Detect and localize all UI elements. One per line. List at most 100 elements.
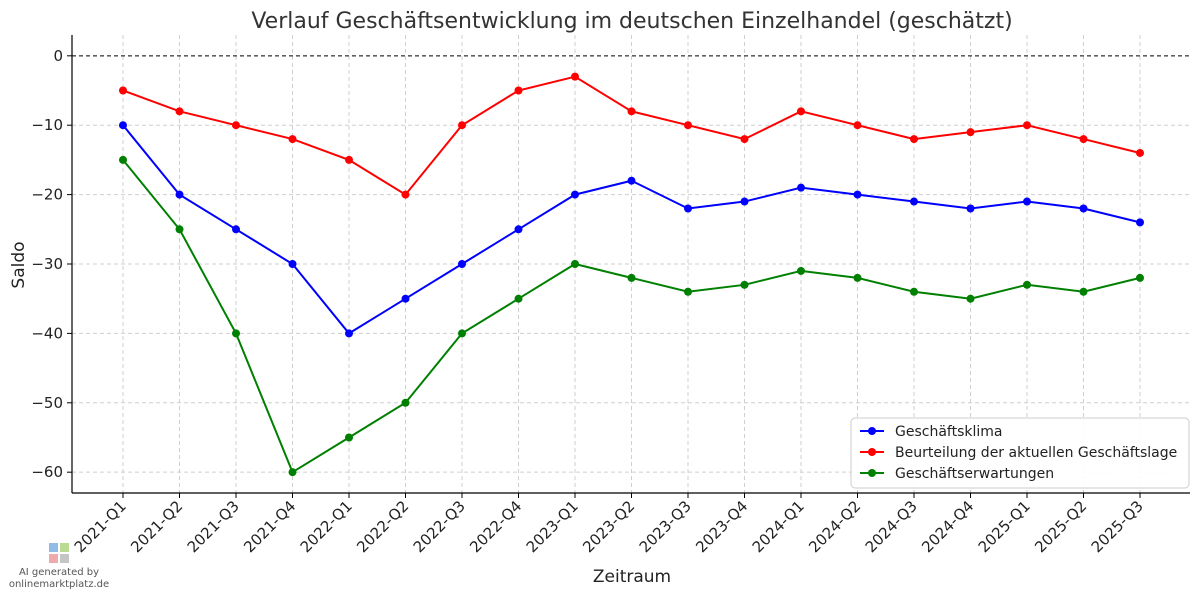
data-point bbox=[627, 107, 636, 116]
legend-label: Geschäftserwartungen bbox=[895, 466, 1054, 482]
data-point bbox=[401, 398, 410, 407]
data-point bbox=[345, 155, 353, 164]
grid-layer bbox=[72, 35, 1190, 493]
data-point bbox=[684, 204, 692, 213]
data-point bbox=[797, 266, 805, 275]
data-point bbox=[571, 72, 579, 81]
x-tick-label: 2024-Q1 bbox=[749, 497, 808, 556]
data-point bbox=[288, 260, 297, 268]
data-point bbox=[797, 107, 805, 116]
x-tick-label: 2023-Q2 bbox=[579, 497, 638, 556]
legend-marker bbox=[868, 469, 876, 477]
x-tick-label: 2022-Q4 bbox=[466, 497, 525, 556]
data-point bbox=[627, 273, 636, 282]
x-tick-label: 2021-Q4 bbox=[240, 497, 299, 556]
data-point bbox=[119, 86, 127, 95]
data-point bbox=[175, 225, 184, 234]
data-point bbox=[514, 86, 523, 95]
x-tick-label: 2023-Q3 bbox=[636, 497, 695, 556]
data-point bbox=[458, 260, 466, 268]
x-tick-label: 2023-Q4 bbox=[692, 497, 751, 556]
x-tick-label: 2025-Q1 bbox=[975, 497, 1034, 556]
data-point bbox=[740, 197, 749, 206]
legend-marker bbox=[868, 448, 876, 456]
x-axis-label: Zeitraum bbox=[593, 567, 671, 587]
data-point bbox=[853, 121, 862, 130]
data-point bbox=[119, 155, 127, 164]
data-point bbox=[910, 135, 918, 144]
data-point bbox=[514, 294, 523, 303]
x-tick-label: 2024-Q2 bbox=[805, 497, 864, 556]
legend-label: Beurteilung der aktuellen Geschäftslage bbox=[895, 445, 1177, 461]
data-point bbox=[1079, 135, 1088, 144]
x-tick-label: 2024-Q4 bbox=[918, 497, 977, 556]
data-point bbox=[458, 121, 466, 130]
x-tick-label: 2023-Q1 bbox=[523, 497, 582, 556]
data-point bbox=[232, 329, 240, 338]
data-point bbox=[571, 260, 579, 268]
data-point bbox=[1079, 287, 1088, 296]
data-point bbox=[966, 128, 975, 137]
x-tick-label: 2024-Q3 bbox=[862, 497, 921, 556]
y-tick-label: 0 bbox=[53, 47, 63, 65]
data-point bbox=[571, 190, 579, 199]
x-tick-label: 2022-Q2 bbox=[353, 497, 412, 556]
watermark-line-1: AI generated by bbox=[18, 567, 100, 578]
x-tick-label: 2021-Q3 bbox=[184, 497, 243, 556]
data-point bbox=[910, 197, 918, 206]
data-point bbox=[1023, 280, 1031, 289]
data-point bbox=[853, 190, 862, 199]
data-point bbox=[1136, 148, 1144, 157]
data-point bbox=[797, 183, 805, 192]
legend-label: Geschäftsklima bbox=[895, 424, 1002, 440]
x-tick-label: 2021-Q2 bbox=[127, 497, 186, 556]
data-point bbox=[910, 287, 918, 296]
data-point bbox=[345, 329, 353, 338]
x-tick-label: 2025-Q3 bbox=[1088, 497, 1147, 556]
legend: Geschäftsklima Beurteilung der aktuellen … bbox=[850, 417, 1190, 489]
data-point bbox=[232, 121, 240, 130]
legend-box bbox=[850, 417, 1190, 489]
data-point bbox=[1136, 218, 1144, 227]
data-point bbox=[288, 135, 297, 144]
data-point bbox=[966, 294, 975, 303]
watermark-line-2: onlinemarktplatz.de bbox=[8, 579, 110, 590]
data-point bbox=[175, 107, 184, 116]
data-point bbox=[1023, 121, 1031, 130]
x-tick-label: 2022-Q1 bbox=[297, 497, 356, 556]
data-point bbox=[175, 190, 184, 199]
y-tick-label: −10 bbox=[31, 116, 63, 134]
legend-marker bbox=[868, 427, 876, 435]
data-point bbox=[740, 135, 749, 144]
x-tick-label: 2025-Q2 bbox=[1031, 497, 1090, 556]
data-point bbox=[853, 273, 862, 282]
data-point bbox=[514, 225, 523, 234]
data-point bbox=[345, 433, 353, 442]
data-point bbox=[401, 294, 410, 303]
watermark-logo-icon bbox=[49, 543, 69, 563]
data-point bbox=[119, 121, 127, 130]
data-point bbox=[288, 468, 297, 477]
data-point bbox=[627, 176, 636, 185]
data-point bbox=[966, 204, 975, 213]
y-tick-label: −60 bbox=[31, 463, 63, 481]
data-point bbox=[684, 121, 692, 130]
series-layer bbox=[119, 72, 1144, 477]
y-axis-label: Saldo bbox=[9, 241, 29, 288]
chart-title: Verlauf Geschäftsentwicklung im deutsche… bbox=[251, 9, 1012, 34]
y-tick-label: −20 bbox=[31, 186, 63, 204]
data-point bbox=[1136, 273, 1144, 282]
y-tick-label: −30 bbox=[31, 255, 63, 273]
data-point bbox=[458, 329, 466, 338]
y-tick-label: −50 bbox=[31, 394, 63, 412]
x-tick-label: 2022-Q3 bbox=[410, 497, 469, 556]
data-point bbox=[684, 287, 692, 296]
data-point bbox=[1079, 204, 1088, 213]
data-point bbox=[232, 225, 240, 234]
data-point bbox=[1023, 197, 1031, 206]
y-tick-label: −40 bbox=[31, 324, 63, 342]
data-point bbox=[401, 190, 410, 199]
watermark: AI generated by onlinemarktplatz.de bbox=[4, 543, 114, 591]
